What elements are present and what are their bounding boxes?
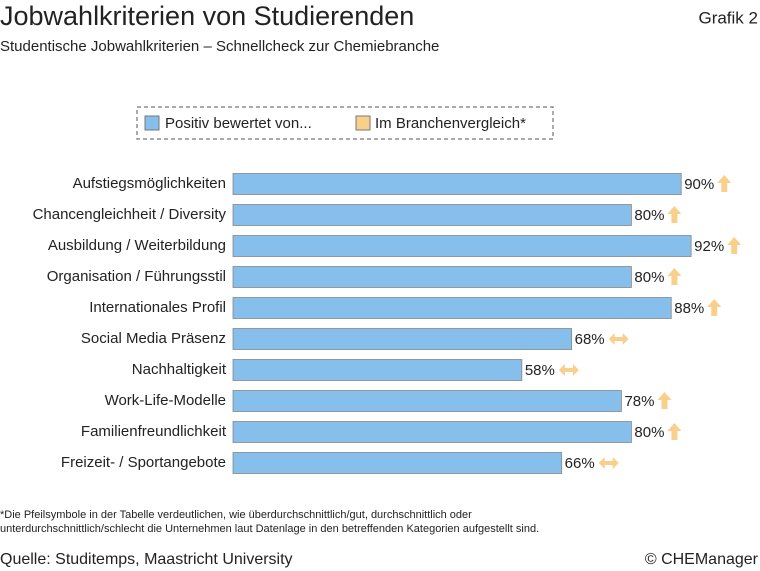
legend-swatch: [144, 115, 160, 131]
comparison-arrow: [667, 423, 682, 440]
value-label: 80%: [634, 424, 664, 441]
value-label: 88%: [674, 300, 704, 317]
comparison-arrow: [657, 392, 672, 409]
comparison-arrow: [667, 206, 682, 223]
y-tick-label: Ausbildung / Weiterbildung: [48, 237, 226, 254]
chart-label: Grafik 2: [698, 8, 758, 27]
value-label: 92%: [694, 238, 724, 255]
footnote: *Die Pfeilsymbole in der Tabelle verdeut…: [0, 509, 472, 521]
bar: [232, 173, 682, 195]
y-tick-label: Organisation / Führungsstil: [47, 268, 226, 285]
y-tick-label: Familienfreundlichkeit: [81, 423, 227, 440]
comparison-arrow: [598, 457, 619, 469]
bar: [232, 359, 523, 381]
comparison-arrow: [667, 268, 682, 285]
y-tick-label: Nachhaltigkeit: [132, 361, 227, 378]
chart-subtitle: Studentische Jobwahlkriterien – Schnellc…: [0, 38, 439, 55]
bar: [232, 204, 632, 226]
legend-label: Positiv bewertet von...: [165, 115, 312, 132]
legend-label: Im Branchenvergleich*: [375, 115, 526, 132]
footnote: unterdurchschnittlich/schlecht die Unter…: [0, 523, 539, 535]
source: Quelle: Studitemps, Maastricht Universit…: [0, 551, 293, 568]
bar: [232, 328, 573, 350]
comparison-arrow: [707, 299, 722, 316]
bar: [232, 421, 632, 443]
bar: [232, 297, 672, 319]
comparison-arrow: [717, 175, 732, 192]
value-label: 58%: [525, 362, 555, 379]
value-label: 66%: [565, 455, 595, 472]
chart-title: Jobwahlkriterien von Studierenden: [0, 1, 414, 31]
value-label: 90%: [684, 176, 714, 193]
bar: [232, 390, 622, 412]
bar: [232, 266, 632, 288]
value-label: 80%: [634, 269, 664, 286]
value-label: 78%: [624, 393, 654, 410]
comparison-arrow: [727, 237, 742, 254]
bar: [232, 235, 692, 257]
y-tick-label: Freizeit- / Sportangebote: [61, 454, 226, 471]
value-label: 68%: [575, 331, 605, 348]
legend-swatch: [355, 115, 371, 131]
y-tick-label: Work-Life-Modelle: [105, 392, 226, 409]
bar: [232, 452, 563, 474]
y-tick-label: Aufstiegsmöglichkeiten: [73, 175, 226, 192]
y-tick-label: Social Media Präsenz: [81, 330, 226, 347]
y-tick-label: Internationales Profil: [89, 299, 226, 316]
y-tick-label: Chancengleichheit / Diversity: [33, 206, 227, 223]
comparison-arrow: [558, 364, 579, 376]
value-label: 80%: [634, 207, 664, 224]
copyright: © CHEManager: [645, 551, 759, 568]
comparison-arrow: [608, 333, 629, 345]
